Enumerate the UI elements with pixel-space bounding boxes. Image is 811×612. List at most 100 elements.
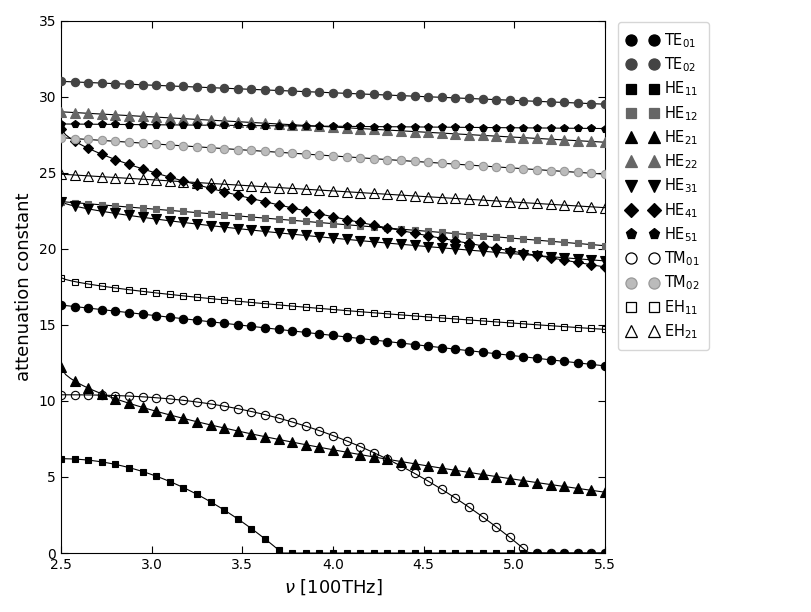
HE$_{41}$ [165, 173, 174, 181]
HE$_{12}$ [599, 242, 609, 249]
HE$_{41}$ [464, 240, 474, 247]
TM$_{02}$ [573, 169, 582, 176]
HE$_{51}$ [518, 124, 528, 132]
TM$_{02}$ [260, 147, 269, 155]
HE$_{21}$ [599, 488, 609, 496]
TM$_{02}$ [464, 162, 474, 169]
HE$_{21}$ [396, 458, 406, 465]
EH$_{11}$ [504, 319, 514, 327]
TM$_{02}$ [477, 162, 487, 170]
HE$_{12}$ [124, 203, 134, 211]
HE$_{41}$ [436, 234, 446, 242]
HE$_{31}$ [205, 222, 215, 230]
HE$_{22}$ [56, 108, 66, 116]
HE$_{22}$ [205, 116, 215, 124]
HE$_{22}$ [124, 112, 134, 119]
TE$_{01}$ [477, 348, 487, 356]
HE$_{22}$ [97, 110, 106, 118]
TM$_{01}$ [205, 400, 215, 408]
HE$_{21}$ [328, 446, 337, 453]
HE$_{12}$ [341, 221, 351, 228]
TM$_{01}$ [573, 550, 582, 557]
HE$_{22}$ [314, 122, 324, 130]
HE$_{22}$ [151, 113, 161, 121]
HE$_{41}$ [341, 216, 351, 223]
TE$_{01}$ [84, 304, 93, 312]
TE$_{02}$ [328, 89, 337, 97]
HE$_{12}$ [410, 226, 419, 234]
TM$_{02}$ [301, 151, 311, 158]
HE$_{22}$ [247, 119, 256, 126]
HE$_{51}$ [219, 122, 229, 129]
HE$_{41}$ [314, 210, 324, 217]
HE$_{12}$ [464, 231, 474, 238]
TM$_{02}$ [84, 136, 93, 143]
HE$_{11}$ [491, 550, 500, 557]
HE$_{31}$ [410, 242, 419, 249]
Legend: TE$_{01}$, TE$_{02}$, HE$_{11}$, HE$_{12}$, HE$_{21}$, HE$_{22}$, HE$_{31}$, HE$: TE$_{01}$, TE$_{02}$, HE$_{11}$, HE$_{12… [617, 23, 708, 349]
TE$_{01}$ [273, 326, 283, 333]
TM$_{02}$ [491, 163, 500, 171]
HE$_{11}$ [260, 536, 269, 543]
TM$_{01}$ [368, 449, 378, 457]
HE$_{11}$ [70, 455, 79, 463]
TE$_{01}$ [205, 318, 215, 326]
TM$_{02}$ [273, 149, 283, 156]
HE$_{31}$ [518, 251, 528, 258]
HE$_{22}$ [287, 121, 297, 129]
EH$_{11}$ [355, 308, 365, 315]
HE$_{11}$ [450, 550, 460, 557]
EH$_{11}$ [70, 278, 79, 285]
TE$_{02}$ [382, 91, 392, 99]
HE$_{51}$ [192, 121, 202, 129]
EH$_{11}$ [518, 320, 528, 327]
HE$_{31}$ [559, 254, 569, 261]
TE$_{01}$ [219, 319, 229, 327]
HE$_{12}$ [70, 199, 79, 206]
TE$_{01}$ [518, 353, 528, 360]
HE$_{22}$ [138, 113, 148, 120]
TE$_{01}$ [178, 315, 188, 323]
HE$_{11}$ [178, 484, 188, 491]
HE$_{22}$ [192, 116, 202, 123]
HE$_{12}$ [477, 232, 487, 239]
EH$_{21}$ [165, 177, 174, 185]
HE$_{21}$ [341, 449, 351, 456]
TE$_{02}$ [396, 92, 406, 99]
TE$_{02}$ [273, 87, 283, 94]
HE$_{21}$ [559, 483, 569, 490]
HE$_{41}$ [450, 237, 460, 245]
TM$_{02}$ [192, 143, 202, 151]
TM$_{01}$ [233, 405, 242, 412]
HE$_{21}$ [545, 481, 555, 488]
HE$_{31}$ [423, 243, 432, 250]
HE$_{31}$ [301, 232, 311, 239]
HE$_{41}$ [233, 192, 242, 199]
Line: TM$_{01}$: TM$_{01}$ [57, 390, 608, 557]
EH$_{11}$ [328, 306, 337, 313]
HE$_{11}$ [328, 550, 337, 557]
Line: HE$_{22}$: HE$_{22}$ [56, 107, 609, 147]
HE$_{41}$ [287, 204, 297, 212]
Line: HE$_{31}$: HE$_{31}$ [56, 196, 609, 266]
TE$_{02}$ [247, 86, 256, 93]
HE$_{51}$ [273, 122, 283, 130]
EH$_{21}$ [504, 198, 514, 206]
TE$_{01}$ [192, 316, 202, 324]
TE$_{01}$ [301, 329, 311, 336]
TE$_{01}$ [97, 306, 106, 313]
HE$_{51}$ [138, 121, 148, 129]
HE$_{21}$ [219, 424, 229, 431]
EH$_{11}$ [314, 305, 324, 312]
HE$_{41}$ [559, 256, 569, 264]
TM$_{01}$ [586, 550, 595, 557]
TM$_{02}$ [178, 142, 188, 149]
HE$_{41}$ [504, 247, 514, 255]
TM$_{02}$ [205, 144, 215, 151]
HE$_{31}$ [110, 210, 120, 217]
TM$_{02}$ [504, 164, 514, 171]
HE$_{12}$ [84, 200, 93, 207]
TE$_{02}$ [287, 88, 297, 95]
HE$_{22}$ [559, 136, 569, 144]
HE$_{31}$ [247, 226, 256, 234]
